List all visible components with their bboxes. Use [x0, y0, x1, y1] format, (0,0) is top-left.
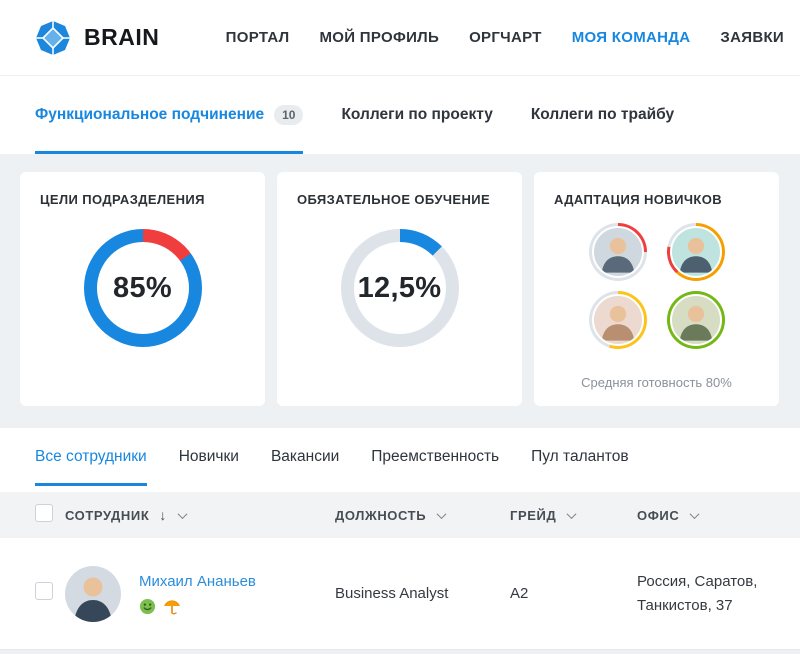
vacation-umbrella-icon	[164, 599, 180, 614]
tab-label: Коллеги по проекту	[341, 106, 493, 123]
chevron-down-icon[interactable]	[689, 508, 700, 519]
tab-functional-subordination[interactable]: Функциональное подчинение 10	[35, 76, 304, 154]
tab-tribe-colleagues[interactable]: Коллеги по трайбу	[531, 76, 674, 154]
newcomer-progress-ring[interactable]	[588, 291, 647, 349]
newcomer-progress-ring[interactable]	[666, 291, 725, 349]
training-percent-value: 12,5%	[357, 271, 442, 304]
main-nav: ПОРТАЛ МОЙ ПРОФИЛЬ ОРГЧАРТ МОЯ КОМАНДА З…	[226, 29, 784, 46]
newcomer-progress-ring[interactable]	[588, 223, 647, 281]
adaptation-average-readiness: Средняя готовность 80%	[581, 375, 732, 390]
employee-avatar[interactable]	[65, 565, 121, 622]
column-header-employee[interactable]: СОТРУДНИК ↓	[65, 507, 335, 523]
position-cell: Business Analyst	[335, 585, 449, 602]
tab-label: Коллеги по трайбу	[530, 106, 675, 123]
top-nav: BRAIN ПОРТАЛ МОЙ ПРОФИЛЬ ОРГЧАРТ МОЯ КОМ…	[0, 0, 800, 76]
brain-gem-icon	[36, 20, 70, 55]
column-label: ГРЕЙД	[510, 507, 557, 523]
tab-newcomers[interactable]: Новички	[178, 448, 239, 465]
employee-status-icons	[139, 598, 256, 615]
nav-orgchart[interactable]: ОРГЧАРТ	[469, 29, 542, 46]
tab-succession[interactable]: Преемственность	[371, 448, 500, 465]
newcomer-avatar	[669, 294, 722, 346]
column-label: ОФИС	[637, 507, 680, 523]
training-donut-chart: 12,5%	[340, 229, 459, 347]
table-row[interactable]: Михаил Ананьев	[0, 538, 800, 650]
sort-descending-icon[interactable]: ↓	[159, 507, 167, 523]
brand-name: BRAIN	[84, 24, 160, 50]
metrics-section: ЦЕЛИ ПОДРАЗДЕЛЕНИЯ 85% ОБЯЗАТЕЛЬНОЕ ОБУЧ…	[0, 154, 800, 428]
tab-talent-pool[interactable]: Пул талантов	[531, 448, 629, 465]
chevron-down-icon[interactable]	[566, 508, 577, 519]
chevron-down-icon[interactable]	[177, 508, 188, 519]
nav-requests[interactable]: ЗАЯВКИ	[720, 29, 784, 46]
team-tabs: Функциональное подчинение 10 Коллеги по …	[0, 76, 800, 154]
employee-name-link[interactable]: Михаил Ананьев	[139, 572, 256, 590]
newcomer-progress-ring[interactable]	[666, 223, 725, 281]
card-mandatory-training: ОБЯЗАТЕЛЬНОЕ ОБУЧЕНИЕ 12,5%	[277, 172, 522, 406]
count-badge: 10	[274, 105, 304, 125]
column-header-office[interactable]: ОФИС	[637, 508, 780, 523]
tab-label: Функциональное подчинение	[35, 106, 265, 123]
row-checkbox[interactable]	[35, 582, 53, 600]
tab-project-colleagues[interactable]: Коллеги по проекту	[341, 76, 492, 154]
newcomer-avatar	[591, 226, 644, 278]
column-header-grade[interactable]: ГРЕЙД	[510, 508, 637, 523]
office-cell: Россия, Саратов, Танкистов, 37	[637, 573, 758, 614]
newcomer-avatar	[669, 226, 722, 278]
tab-all-employees[interactable]: Все сотрудники	[35, 428, 147, 486]
column-header-position[interactable]: ДОЛЖНОСТЬ	[335, 508, 510, 523]
employee-tabs: Все сотрудники Новички Вакансии Преемств…	[0, 428, 800, 486]
employee-info: Михаил Ананьев	[139, 573, 256, 615]
column-label: ДОЛЖНОСТЬ	[335, 507, 427, 523]
select-all-checkbox[interactable]	[35, 503, 53, 522]
card-title: ЦЕЛИ ПОДРАЗДЕЛЕНИЯ	[40, 192, 205, 207]
employee-cell: Михаил Ананьев	[65, 565, 335, 622]
card-title: АДАПТАЦИЯ НОВИЧКОВ	[554, 192, 722, 207]
newcomer-avatar	[591, 294, 644, 346]
tab-vacancies[interactable]: Вакансии	[270, 448, 340, 465]
brand-logo[interactable]: BRAIN	[35, 20, 159, 56]
employees-section: Все сотрудники Новички Вакансии Преемств…	[0, 428, 800, 650]
nav-my-profile[interactable]: МОЙ ПРОФИЛЬ	[319, 29, 440, 46]
nav-portal[interactable]: ПОРТАЛ	[225, 29, 290, 46]
grade-cell: A2	[510, 585, 529, 602]
table-header: СОТРУДНИК ↓ ДОЛЖНОСТЬ ГРЕЙД ОФИС	[0, 492, 800, 538]
mood-smile-icon	[139, 598, 156, 614]
card-newcomer-adaptation: АДАПТАЦИЯ НОВИЧКОВ	[534, 172, 779, 406]
newcomer-avatars	[588, 223, 725, 349]
nav-my-team[interactable]: МОЯ КОМАНДА	[571, 29, 691, 46]
column-label: СОТРУДНИК	[65, 507, 150, 523]
card-department-goals: ЦЕЛИ ПОДРАЗДЕЛЕНИЯ 85%	[20, 172, 265, 406]
goals-donut-chart: 85%	[83, 229, 202, 347]
goals-percent-value: 85%	[113, 271, 172, 304]
chevron-down-icon[interactable]	[436, 508, 447, 519]
card-title: ОБЯЗАТЕЛЬНОЕ ОБУЧЕНИЕ	[297, 192, 491, 207]
